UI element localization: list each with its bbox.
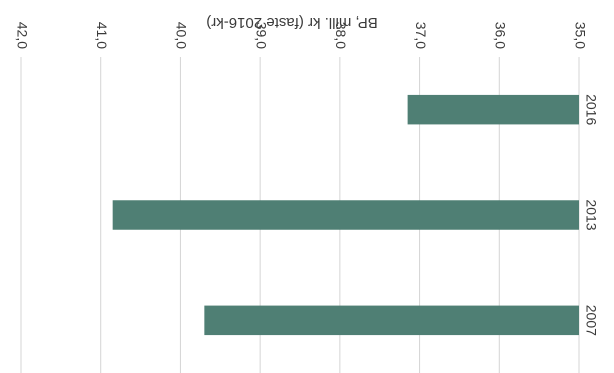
category-label-2007: 2007 xyxy=(583,305,599,336)
x-tick-label: 35,0 xyxy=(572,22,588,49)
category-label-2013: 2013 xyxy=(583,199,599,230)
bar-2007 xyxy=(204,305,579,336)
rotated-chart-group: 35,0 36,0 37,0 38,0 39,0 40,0 41,0 42,0 2007 201… xyxy=(14,14,599,373)
x-tick-label: 42,0 xyxy=(14,22,30,49)
category-label-2016: 2016 xyxy=(583,94,599,125)
x-tick-label: 38,0 xyxy=(333,22,349,49)
x-tick-label: 40,0 xyxy=(174,22,190,49)
bars xyxy=(112,94,579,336)
x-tick-labels: 35,0 36,0 37,0 38,0 39,0 40,0 41,0 42,0 xyxy=(14,22,588,49)
category-labels: 2007 2013 2016 xyxy=(583,94,599,336)
bar-2016 xyxy=(407,94,579,125)
x-tick-label: 36,0 xyxy=(493,22,509,49)
x-axis-title: BP, mill. kr (faste 2016-kr) xyxy=(206,14,377,31)
bar-2013 xyxy=(112,200,579,230)
x-tick-label: 39,0 xyxy=(253,22,269,49)
x-tick-label: 37,0 xyxy=(413,22,429,49)
x-tick-label: 41,0 xyxy=(94,22,110,49)
